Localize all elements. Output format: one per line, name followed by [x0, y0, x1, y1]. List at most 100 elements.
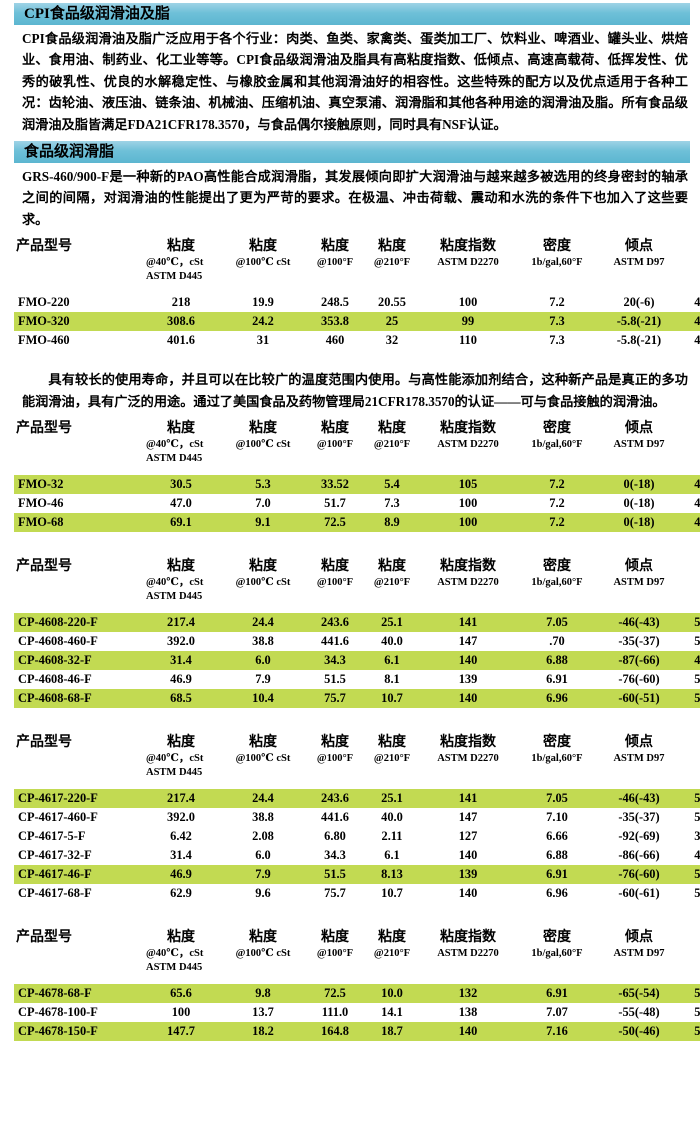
- col-header-flash-point: 闪点 C.O.C.: [682, 734, 700, 780]
- col-header-flash-main: 闪点: [682, 929, 700, 947]
- table-row[interactable]: FMO-220 218 19.9 248.5 20.55 100 7.2 20(-6) 420(…: [14, 293, 700, 312]
- col-header-v100f-sub: @100°F: [316, 753, 354, 765]
- cell-viscosity-100f: 34.3: [324, 848, 346, 863]
- col-header-v100c-main: 粘度: [249, 559, 277, 575]
- col-header-model: 产品型号: [14, 238, 140, 284]
- cell-model: CP-4617-220-F: [14, 789, 140, 809]
- col-header-v40-sub2: ASTM D445: [146, 271, 203, 283]
- cell-model: FMO-46: [18, 496, 64, 511]
- cell-viscosity-100f: 75.7: [304, 689, 366, 709]
- col-header-pour-point: 倾点 ASTM D97: [596, 238, 682, 284]
- table-row[interactable]: CP-4617-32-F 31.4 6.0 34.3 6.1 140 6.88 -86(-66…: [14, 846, 700, 865]
- table-row[interactable]: CP-4608-32-F 31.4 6.0 34.3 6.1 140 6.88 -87(-66…: [14, 651, 700, 671]
- cell-flash-point: 425(218): [694, 496, 700, 511]
- col-header-v210f-sub: @210°F: [373, 257, 411, 269]
- table-row[interactable]: CP-4678-68-F 65.6 9.8 72.5 10.0 132 6.91 -65(-5…: [14, 984, 700, 1004]
- spacer: [0, 532, 700, 558]
- table-row[interactable]: CP-4608-460-F 392.0 38.8 441.6 40.0 147 .70 -35…: [14, 632, 700, 651]
- cell-density: 7.05: [518, 613, 596, 633]
- col-header-v100f-sub: @100°F: [316, 439, 354, 451]
- cell-pour-point: -5.8(-21): [616, 333, 662, 348]
- cell-viscosity-210f: 6.1: [384, 848, 400, 863]
- col-header-v210f-sub: @210°F: [373, 439, 411, 451]
- cell-pour-point: -86(-66): [618, 848, 660, 863]
- cell-viscosity-100c: 24.2: [222, 312, 304, 332]
- cell-viscosity-index: 139: [418, 865, 518, 885]
- col-header-v210f-main: 粘度: [378, 559, 406, 575]
- cell-density: 6.96: [518, 689, 596, 709]
- col-header-flash-main: 闪点: [682, 558, 700, 576]
- cell-viscosity-100c: 7.9: [255, 672, 271, 687]
- cell-viscosity-100f: 51.5: [324, 672, 346, 687]
- cell-flash-point: 533(307): [682, 789, 700, 809]
- cell-viscosity-40c: 65.6: [140, 984, 222, 1004]
- spacer: [0, 903, 700, 929]
- col-header-pour-sub: ASTM D97: [613, 577, 665, 589]
- cell-density: .70: [549, 634, 565, 649]
- spec-table-cp-4617: 产品型号 粘度 @40℃，cSt ASTM D445 粘度 @100℃ cSt …: [14, 734, 700, 903]
- spec-table-cp-4608: 产品型号 粘度 @40℃，cSt ASTM D445 粘度 @100℃ cSt …: [14, 558, 700, 709]
- cell-viscosity-210f: 40.0: [381, 810, 403, 825]
- cell-viscosity-100f: 33.52: [304, 475, 366, 495]
- table-row[interactable]: FMO-3230.55.333.525.41057.20(-18)420(216…: [14, 475, 700, 495]
- cell-model: FMO-68: [14, 513, 140, 533]
- col-header-v40-sub2: ASTM D445: [146, 453, 203, 465]
- cell-model: CP-4678-68-F: [14, 984, 140, 1004]
- cell-viscosity-index: 147: [458, 810, 478, 825]
- cell-pour-point: 0(-18): [623, 496, 655, 511]
- section-2-header-wrap: 食品级润滑脂: [0, 141, 700, 164]
- col-header-v210f-main: 粘度: [378, 930, 406, 946]
- cell-flash-point: 514(268): [694, 672, 700, 687]
- cell-viscosity-100c: 9.8: [222, 984, 304, 1004]
- table-spacer-row: [14, 284, 700, 293]
- table-row[interactable]: CP-4678-150-F 147.7 18.2 164.8 18.7 140 7.16 -5…: [14, 1022, 700, 1042]
- col-header-pour-main: 倾点: [625, 559, 653, 575]
- col-header-v210f-main: 粘度: [378, 735, 406, 751]
- table-row[interactable]: CP-4617-68-F 62.9 9.6 75.7 10.7 140 6.96 -60(-6…: [14, 884, 700, 903]
- cell-pour-point: -60(-51): [596, 689, 682, 709]
- table-spacer-cell: [14, 780, 700, 789]
- document-page: CPI食品级润滑油及脂 CPI食品级润滑油及脂广泛应用于各个行业：肉类、鱼类、家…: [0, 3, 700, 1137]
- table-row[interactable]: FMO-46 47.0 7.0 51.7 7.3 100 7.2 0(-18) 425(218): [14, 494, 700, 513]
- cell-viscosity-40c: 401.6: [167, 333, 195, 348]
- cell-viscosity-40c: 68.5: [140, 689, 222, 709]
- cell-flash-point: 519(268): [682, 689, 700, 709]
- table-row[interactable]: CP-4617-5-F 6.42 2.08 6.80 2.11 127 6.66 -92(-6…: [14, 827, 700, 846]
- cell-viscosity-100c: 6.0: [255, 848, 271, 863]
- col-header-viscosity-100c: 粘度 @100℃ cSt: [222, 420, 304, 466]
- cell-viscosity-100c: 9.6: [255, 886, 271, 901]
- cell-viscosity-100f: 441.6: [321, 634, 349, 649]
- col-header-viscosity-index: 粘度指数 ASTM D2270: [418, 558, 518, 604]
- cell-viscosity-index: 141: [418, 789, 518, 809]
- cell-flash-point: 545(285): [694, 634, 700, 649]
- table-row[interactable]: CP-4678-100-F 100 13.7 111.0 14.1 138 7.07 -55(…: [14, 1003, 700, 1022]
- cell-pour-point: 20(-6): [623, 295, 655, 310]
- table-row[interactable]: CP-4617-220-F 217.4 24.4 243.6 25.1 141 7.05 -4…: [14, 789, 700, 809]
- table-row[interactable]: CP-4608-68-F 68.5 10.4 75.7 10.7 140 6.96 -60(-…: [14, 689, 700, 709]
- col-header-v40-main: 粘度: [167, 735, 195, 751]
- cell-model: CP-4617-5-F: [18, 829, 86, 844]
- table-row[interactable]: FMO-320308.624.2353.825997.3-5.8(-21)425…: [14, 312, 700, 332]
- table-row[interactable]: CP-4617-46-F 46.9 7.9 51.5 8.13 139 6.91 -76(-6…: [14, 865, 700, 885]
- cell-viscosity-100f: 51.5: [304, 865, 366, 885]
- spec-table-fmo-grease: 产品型号 粘度 @40℃，cSt ASTM D445 粘度 @100℃ cSt …: [14, 238, 700, 350]
- col-header-model: 产品型号: [14, 929, 140, 975]
- cell-model: CP-4678-150-F: [14, 1022, 140, 1042]
- table-body-0: FMO-220 218 19.9 248.5 20.55 100 7.2 20(-6) 420(…: [14, 284, 700, 350]
- col-header-v100c-main: 粘度: [249, 239, 277, 255]
- table-row[interactable]: CP-4608-220-F 217.4 24.4 243.6 25.1 141 7.05 -4…: [14, 613, 700, 633]
- spec-table-cp-4678: 产品型号 粘度 @40℃，cSt ASTM D445 粘度 @100℃ cSt …: [14, 929, 700, 1042]
- table-row[interactable]: CP-4608-46-F 46.9 7.9 51.5 8.1 139 6.91 -76(-60…: [14, 670, 700, 689]
- col-header-dens-main: 密度: [543, 735, 571, 751]
- cell-flash-point: 464(240): [694, 848, 700, 863]
- cell-viscosity-100f: 34.3: [304, 651, 366, 671]
- table-row[interactable]: CP-4617-460-F 392.0 38.8 441.6 40.0 147 7.10 -3…: [14, 808, 700, 827]
- cell-density: 6.66: [546, 829, 568, 844]
- table-row[interactable]: FMO-460 401.6 31 460 32 110 7.3 -5.8(-21) 490(25…: [14, 331, 700, 350]
- table-header-row: 产品型号 粘度 @40℃，cSt ASTM D445 粘度 @100℃ cSt …: [14, 558, 700, 604]
- col-header-v40-main: 粘度: [167, 559, 195, 575]
- cell-viscosity-210f: 10.7: [381, 886, 403, 901]
- cell-viscosity-100c: 38.8: [252, 810, 274, 825]
- cell-pour-point: -46(-43): [596, 789, 682, 809]
